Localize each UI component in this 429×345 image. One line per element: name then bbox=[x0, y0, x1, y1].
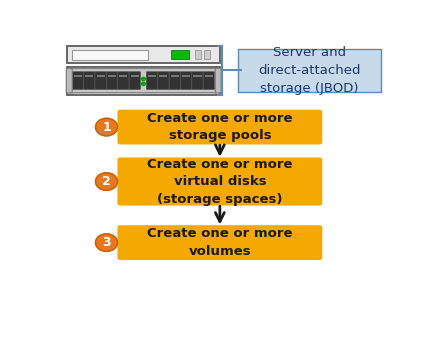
FancyBboxPatch shape bbox=[215, 68, 221, 93]
FancyBboxPatch shape bbox=[129, 72, 140, 89]
FancyBboxPatch shape bbox=[182, 75, 190, 77]
Text: 3: 3 bbox=[102, 236, 111, 249]
FancyBboxPatch shape bbox=[131, 75, 139, 77]
Circle shape bbox=[96, 118, 118, 136]
FancyBboxPatch shape bbox=[160, 75, 167, 77]
FancyBboxPatch shape bbox=[146, 72, 158, 89]
FancyBboxPatch shape bbox=[97, 75, 105, 77]
FancyBboxPatch shape bbox=[205, 75, 213, 77]
FancyBboxPatch shape bbox=[106, 72, 118, 89]
Text: Create one or more
storage pools: Create one or more storage pools bbox=[147, 112, 293, 142]
FancyBboxPatch shape bbox=[171, 75, 179, 77]
Text: 1: 1 bbox=[102, 120, 111, 134]
Circle shape bbox=[142, 82, 145, 85]
Circle shape bbox=[96, 234, 118, 252]
FancyBboxPatch shape bbox=[74, 75, 82, 77]
FancyBboxPatch shape bbox=[181, 72, 192, 89]
Text: Server and
direct-attached
storage (JBOD): Server and direct-attached storage (JBOD… bbox=[258, 46, 361, 95]
FancyBboxPatch shape bbox=[158, 72, 169, 89]
FancyBboxPatch shape bbox=[171, 50, 189, 59]
FancyBboxPatch shape bbox=[85, 75, 93, 77]
FancyBboxPatch shape bbox=[108, 75, 116, 77]
FancyBboxPatch shape bbox=[69, 69, 218, 93]
FancyBboxPatch shape bbox=[72, 72, 84, 89]
FancyBboxPatch shape bbox=[118, 157, 322, 206]
Circle shape bbox=[96, 173, 118, 190]
FancyBboxPatch shape bbox=[203, 72, 214, 89]
FancyBboxPatch shape bbox=[148, 75, 156, 77]
FancyBboxPatch shape bbox=[195, 50, 201, 59]
Circle shape bbox=[142, 77, 145, 81]
FancyBboxPatch shape bbox=[204, 50, 210, 59]
FancyBboxPatch shape bbox=[95, 72, 106, 89]
FancyBboxPatch shape bbox=[66, 68, 72, 93]
FancyBboxPatch shape bbox=[118, 110, 322, 145]
FancyBboxPatch shape bbox=[67, 67, 220, 95]
FancyBboxPatch shape bbox=[72, 50, 148, 60]
FancyBboxPatch shape bbox=[67, 46, 220, 63]
Text: Create one or more
volumes: Create one or more volumes bbox=[147, 227, 293, 258]
Text: Create one or more
virtual disks
(storage spaces): Create one or more virtual disks (storag… bbox=[147, 158, 293, 206]
FancyBboxPatch shape bbox=[84, 72, 95, 89]
FancyBboxPatch shape bbox=[118, 225, 322, 260]
FancyBboxPatch shape bbox=[238, 49, 381, 92]
FancyBboxPatch shape bbox=[118, 72, 129, 89]
FancyBboxPatch shape bbox=[192, 72, 203, 89]
Text: 2: 2 bbox=[102, 175, 111, 188]
FancyBboxPatch shape bbox=[169, 72, 181, 89]
FancyBboxPatch shape bbox=[193, 75, 202, 77]
FancyBboxPatch shape bbox=[119, 75, 127, 77]
